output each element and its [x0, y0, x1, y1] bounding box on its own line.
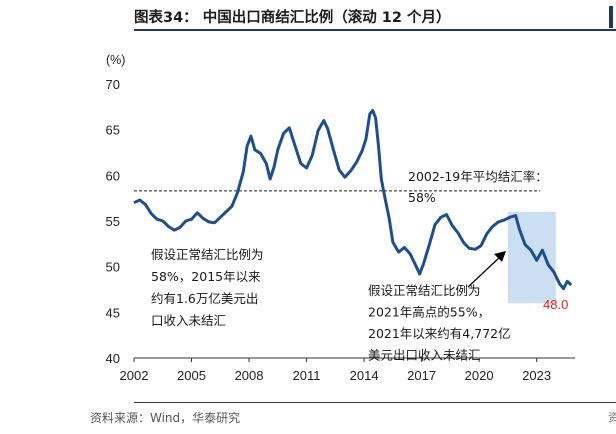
source-note: 资料来源：Wind，华泰研究: [90, 411, 241, 425]
annotation-line: 2021年高点的55%，: [368, 305, 490, 320]
page-title: 图表34： 中国出口商结汇比例（滚动 12 个月）: [134, 10, 451, 26]
y-tick-label: 45: [106, 305, 120, 320]
series-line-0: [133, 109, 573, 291]
reference-label-line: 2002-19年平均结汇率：: [408, 169, 548, 184]
y-tick-label: 60: [106, 168, 120, 183]
y-tick-label: 40: [106, 351, 120, 366]
annotation-right: 假设正常结汇比例为 2021年高点的55%， 2021年以来约有4,772亿美元出口…: [368, 283, 511, 363]
x-axis-ticks: 2002 2005 2008 2011 2014 2017 2020 2023: [120, 358, 551, 383]
adjacent-panel-edge: [609, 6, 613, 28]
x-tick-label: 2002: [120, 368, 149, 383]
annotation-line: 58%，2015年以来: [151, 269, 261, 284]
annotation-line: 口收入未结汇: [151, 313, 226, 328]
x-tick-label: 2017: [407, 368, 436, 383]
footer-rule: [134, 402, 616, 403]
annotation-line: 约有1.6万亿美元出: [151, 291, 258, 306]
adjacent-panel-text-fragment: 资: [608, 411, 616, 424]
annotation-line: 美元出口收入未结汇: [368, 348, 481, 363]
y-axis-ticks: 40 45 50 55 60 65 70: [106, 77, 120, 366]
annotation-line: 假设正常结汇比例为: [151, 247, 264, 262]
y-tick-label: 70: [106, 77, 120, 92]
highlight-region: [507, 211, 556, 304]
annotation-line: 2021年以来约有4,772亿: [368, 326, 511, 341]
x-tick-label: 2005: [177, 368, 206, 383]
annotation-arrowhead: [494, 251, 506, 262]
title-underline: [134, 29, 616, 31]
y-axis-unit: (%): [106, 53, 125, 67]
reference-label-line: 58%: [408, 190, 436, 205]
x-tick-label: 2011: [293, 368, 321, 383]
last-value-label: 48.0: [543, 297, 568, 312]
y-tick-label: 65: [106, 123, 120, 138]
reference-label: 2002-19年平均结汇率： 58%: [408, 169, 548, 205]
annotation-line: 假设正常结汇比例为: [368, 283, 481, 298]
x-tick-label: 2008: [235, 368, 264, 383]
x-tick-label: 2020: [465, 368, 494, 383]
y-tick-label: 55: [106, 214, 120, 229]
x-tick-label: 2023: [522, 368, 551, 383]
annotation-arrow: [467, 256, 501, 288]
x-tick-label: 2014: [350, 368, 379, 383]
y-tick-label: 50: [106, 260, 120, 275]
